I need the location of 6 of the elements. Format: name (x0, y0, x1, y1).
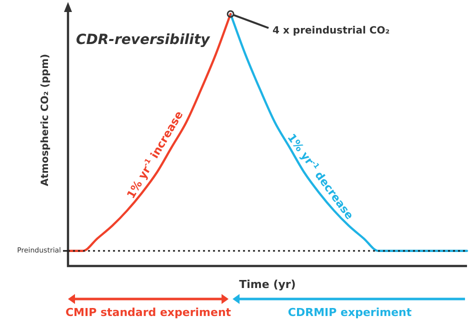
x-axis-title: Time (yr) (239, 278, 296, 291)
y-axis-title: Atmospheric CO₂ (ppm) (40, 54, 51, 186)
text: CDR-reversibility (76, 32, 211, 48)
text: CMIP standard experiment (65, 306, 232, 319)
text: CDRMIP experiment (288, 306, 412, 319)
annotation: 4 x preindustrial CO₂ (272, 26, 390, 37)
